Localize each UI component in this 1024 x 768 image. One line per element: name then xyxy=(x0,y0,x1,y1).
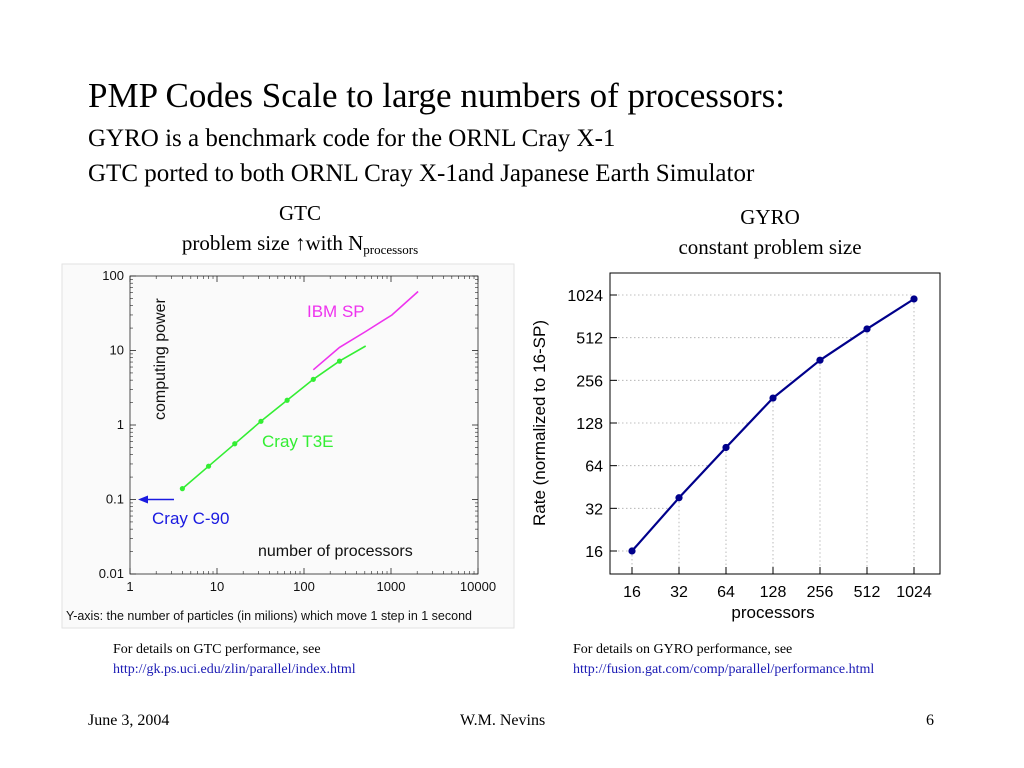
gtc-data-point xyxy=(258,418,264,424)
gyro-x-tick-label: 32 xyxy=(670,584,688,601)
gtc-x-tick-label: 10 xyxy=(210,579,224,594)
gyro-details: For details on GYRO performance, see htt… xyxy=(573,640,874,680)
gyro-y-tick-label: 128 xyxy=(576,416,603,433)
gtc-details-text: For details on GTC performance, see xyxy=(113,642,321,657)
gtc-xlabel: number of processors xyxy=(258,543,413,560)
gyro-y-tick-label: 512 xyxy=(576,331,603,348)
gtc-caption-subscript: processors xyxy=(363,242,419,257)
gtc-series-line-1 xyxy=(312,290,419,371)
gtc-caption-prefix: problem size xyxy=(181,231,295,255)
gyro-data-point xyxy=(910,295,918,303)
gyro-x-tick-label: 16 xyxy=(623,584,641,601)
gyro-xlabel: processors xyxy=(731,603,814,622)
gyro-x-tick-label: 64 xyxy=(717,584,735,601)
gtc-caption: GTC problem size ↑with Nprocessors xyxy=(120,198,480,265)
gyro-details-link[interactable]: http://fusion.gat.com/comp/parallel/perf… xyxy=(573,662,875,677)
gtc-x-tick-label: 1 xyxy=(126,579,133,594)
gyro-plot-frame xyxy=(609,272,941,575)
gyro-y-tick-label: 16 xyxy=(585,544,603,561)
up-arrow-icon: ↑ xyxy=(295,231,306,255)
footer-author: W.M. Nevins xyxy=(460,712,546,729)
gtc-data-point xyxy=(205,463,212,469)
gyro-x-tick-label: 512 xyxy=(854,584,881,601)
gyro-data-point xyxy=(816,356,824,364)
slide-title: PMP Codes Scale to large numbers of proc… xyxy=(88,76,785,115)
annotation-cray-c90: Cray C-90 xyxy=(152,509,229,528)
gtc-caption-title: GTC xyxy=(279,201,321,225)
gyro-data-point xyxy=(722,443,730,452)
gyro-y-tick-label: 1024 xyxy=(567,288,603,305)
gtc-y-tick-label: 0.1 xyxy=(106,492,124,507)
gyro-y-tick-label: 32 xyxy=(585,501,603,518)
gtc-y-tick-label: 1 xyxy=(117,417,124,432)
gtc-chart-background xyxy=(61,263,515,629)
gtc-series-line-0 xyxy=(181,345,367,490)
gtc-caption-subtitle: problem size ↑with Nprocessors xyxy=(120,228,480,265)
gyro-x-tick-label: 128 xyxy=(760,584,787,601)
gtc-footnote: Y-axis: the number of particles (in mili… xyxy=(66,609,472,623)
gtc-chart: 1 10 100 1000 10000 0.01 0.1 1 10 100 computing p… xyxy=(61,263,515,629)
gtc-caption-with: with N xyxy=(305,231,364,255)
series-label-cray-t3e: Cray T3E xyxy=(262,432,334,451)
footer-page-number: 6 xyxy=(926,712,934,729)
gtc-ylabel: computing power xyxy=(152,297,169,420)
series-label-ibm-sp: IBM SP xyxy=(307,302,365,321)
gtc-details-link[interactable]: http://gk.ps.uci.edu/zlin/parallel/index… xyxy=(113,662,356,677)
gyro-data-point xyxy=(675,494,683,502)
gyro-y-tick-label: 256 xyxy=(576,373,603,390)
gyro-caption: GYRO constant problem size xyxy=(610,202,930,262)
gyro-details-text: For details on GYRO performance, see xyxy=(573,642,793,657)
gtc-details: For details on GTC performance, see http… xyxy=(113,640,356,680)
gtc-data-point xyxy=(179,486,185,492)
gyro-y-tick-label: 64 xyxy=(585,459,603,476)
gyro-data-point xyxy=(863,325,871,333)
gtc-x-tick-label: 1000 xyxy=(377,579,406,594)
gtc-data-point xyxy=(232,441,238,447)
gyro-caption-subtitle: constant problem size xyxy=(678,235,862,259)
gyro-x-tick-label: 256 xyxy=(807,584,834,601)
gyro-data-point xyxy=(769,394,777,402)
gyro-ylabel: Rate (normalized to 16-SP) xyxy=(530,320,549,526)
gyro-chart: 16 32 64 128 256 512 1024 16 32 64 128 256 512 1024 p… xyxy=(530,272,941,622)
gtc-data-point xyxy=(336,358,343,364)
gyro-data-point xyxy=(628,547,636,555)
gtc-data-point xyxy=(284,397,290,403)
gyro-series-line xyxy=(631,298,915,552)
gyro-x-tick-label: 1024 xyxy=(896,584,932,601)
gyro-caption-title: GYRO xyxy=(740,205,800,229)
gtc-y-tick-label: 100 xyxy=(102,268,124,283)
arrow-left-icon xyxy=(138,495,148,504)
gtc-y-tick-label: 10 xyxy=(110,343,124,358)
subtitle-gyro: GYRO is a benchmark code for the ORNL Cr… xyxy=(88,125,616,152)
gtc-data-point xyxy=(310,376,316,382)
gtc-y-tick-label: 0.01 xyxy=(99,566,124,581)
subtitle-gtc: GTC ported to both ORNL Cray X-1and Japa… xyxy=(88,160,755,187)
gtc-x-tick-label: 100 xyxy=(293,579,315,594)
footer-date: June 3, 2004 xyxy=(88,712,170,729)
gtc-x-tick-label: 10000 xyxy=(460,579,496,594)
